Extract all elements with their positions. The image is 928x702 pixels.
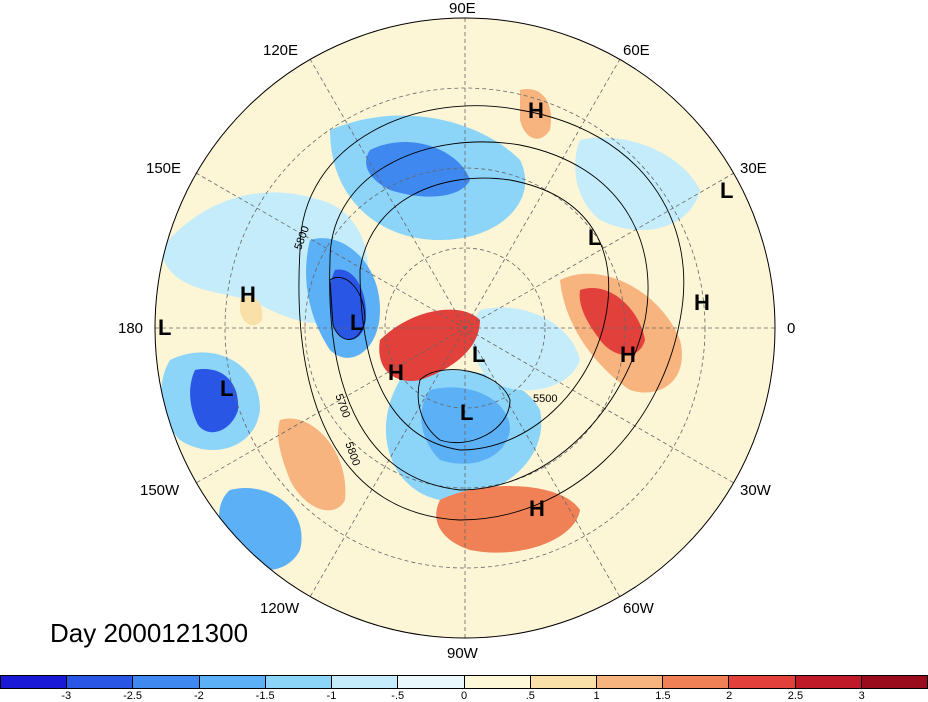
colorbar-swatch — [265, 676, 333, 688]
colorbar-tick-label: 2.5 — [787, 690, 804, 702]
lon-label-120e: 120E — [263, 42, 299, 59]
pressure-marker: L — [220, 376, 234, 401]
colorbar-tick-label: -2 — [193, 690, 204, 702]
pressure-marker: H — [528, 98, 544, 123]
lon-label-30e: 30E — [740, 160, 767, 177]
pressure-marker: H — [529, 496, 545, 521]
pressure-marker: L — [472, 342, 486, 367]
colorbar — [0, 675, 928, 689]
colorbar-swatch — [1, 676, 68, 688]
pressure-marker: H — [620, 342, 636, 367]
colorbar-swatch — [398, 676, 465, 688]
lon-label-180: 180 — [118, 320, 144, 337]
colorbar-swatch — [530, 676, 597, 688]
colorbar-tick-label: 2 — [726, 690, 733, 702]
colorbar-swatch — [795, 676, 862, 688]
lon-label-120w: 120W — [260, 600, 300, 617]
map-border — [154, 17, 776, 639]
pressure-marker: L — [158, 315, 172, 340]
colorbar-swatch — [596, 676, 664, 688]
lon-label-0: 0 — [787, 320, 796, 337]
colorbar-swatch — [729, 676, 796, 688]
pressure-marker: L — [460, 400, 474, 425]
pressure-marker: H — [694, 290, 710, 315]
anomaly-field — [155, 18, 775, 638]
lon-label-60w: 60W — [623, 600, 654, 617]
lon-label-60e: 60E — [623, 42, 650, 59]
contour-label: 5500 — [533, 393, 558, 405]
height-contours — [298, 105, 685, 521]
colorbar-swatch — [332, 676, 399, 688]
colorbar-tick-label: 3 — [858, 690, 865, 702]
colorbar-tick-label: .5 — [525, 690, 535, 702]
lon-label-150w: 150W — [140, 482, 180, 499]
pressure-marker: L — [350, 310, 364, 335]
colorbar-tick-label: -2.5 — [123, 690, 143, 702]
colorbar-swatch — [133, 676, 200, 688]
colorbar-tick-label: 1.5 — [655, 690, 671, 702]
colorbar-swatch — [861, 676, 928, 688]
colorbar-tick-label: 1 — [593, 690, 600, 702]
lon-label-90w: 90W — [447, 645, 478, 662]
pressure-marker: H — [388, 360, 404, 385]
colorbar-swatch — [663, 676, 730, 688]
colorbar-swatch — [67, 676, 134, 688]
lon-label-150e: 150E — [146, 160, 182, 177]
lon-label-90e: 90E — [449, 0, 476, 17]
colorbar-swatch — [464, 676, 531, 688]
colorbar-tick-label: -3 — [61, 690, 72, 702]
graticule — [155, 18, 775, 638]
colorbar-tick-label: 0 — [460, 690, 468, 702]
lon-label-30w: 30W — [740, 482, 771, 499]
colorbar-tick-label: -.5 — [391, 690, 405, 702]
colorbar-tick-label: -1.5 — [255, 690, 275, 702]
colorbar-tick-label: -1 — [326, 690, 337, 702]
pressure-marker: L — [720, 178, 734, 203]
colorbar-swatch — [199, 676, 266, 688]
pressure-marker: H — [240, 282, 256, 307]
date-caption: Day 2000121300 — [50, 618, 249, 648]
pressure-marker: L — [588, 225, 602, 250]
